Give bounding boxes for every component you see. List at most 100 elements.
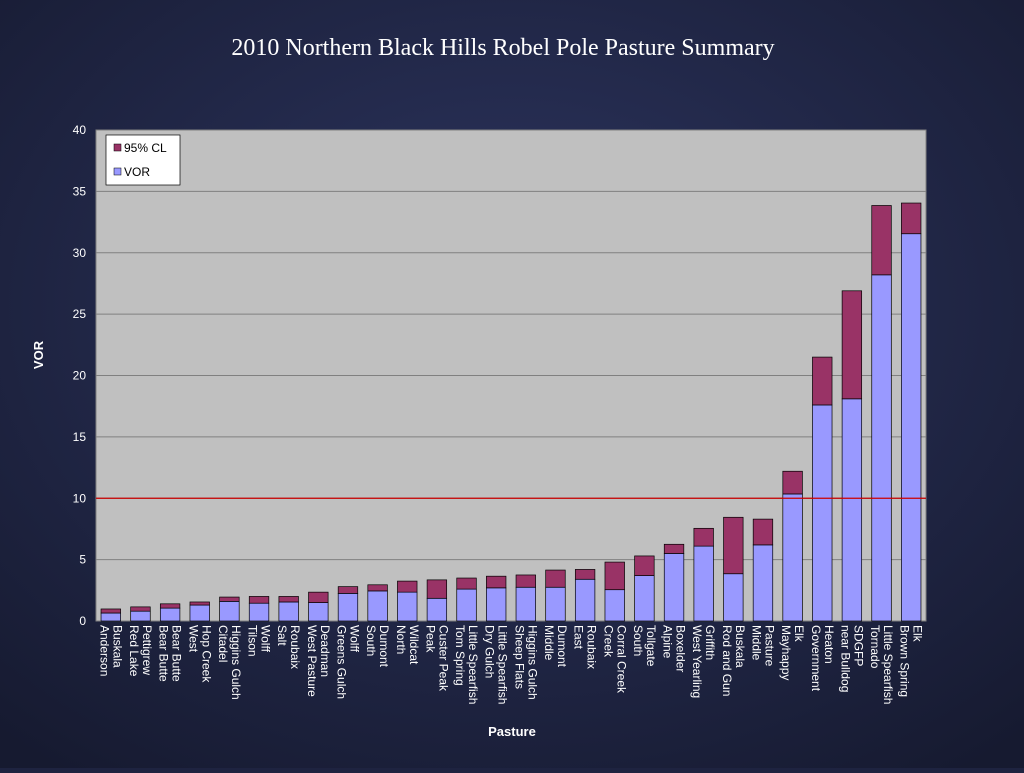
x-tick-line: Boxelder <box>674 625 688 672</box>
y-axis-label: VOR <box>31 340 46 369</box>
x-tick-line: Buskala <box>733 625 747 668</box>
x-tick-line: Pettigrew <box>140 625 154 675</box>
x-tick-line: Salt <box>275 625 289 646</box>
bar-segment <box>337 586 359 594</box>
bar-segment <box>871 274 892 622</box>
bar-segment <box>841 290 863 400</box>
x-tick-line: SDGFP <box>851 625 865 666</box>
x-tick-line: Higgins Gulch <box>229 625 243 700</box>
bar-segment <box>841 398 863 622</box>
x-tick-label: DumontMiddle <box>542 625 569 668</box>
bar-segment <box>574 569 596 580</box>
bar-segment <box>219 596 240 602</box>
bar-segment <box>189 601 210 606</box>
bar-segment <box>426 597 448 622</box>
bar-segment <box>278 596 299 603</box>
x-tick-label: DeadmanWest Pasture <box>305 625 332 697</box>
x-tick-label: Bear ButteBear Butte <box>157 625 184 682</box>
y-tick-label: 5 <box>79 553 86 567</box>
x-tick-line: Peak <box>423 625 437 653</box>
bar-segment <box>634 555 655 576</box>
x-tick-line: West Pasture <box>305 625 319 697</box>
bar-segment <box>367 584 388 592</box>
x-tick-line: Brown Spring <box>898 625 912 697</box>
x-tick-line: Anderson <box>97 625 111 676</box>
legend-label: VOR <box>124 165 150 179</box>
x-tick-line: Alpine <box>661 625 675 659</box>
bar-segment <box>782 470 803 495</box>
bar-segment <box>604 561 625 591</box>
x-tick-label: DumontSouth <box>364 625 391 668</box>
bar-segment <box>871 205 892 276</box>
bar-segment <box>130 606 151 612</box>
bar-segment <box>248 596 270 604</box>
bar-segment <box>456 577 477 590</box>
x-tick-line: Middle <box>542 625 556 661</box>
x-tick-line: Dumont <box>377 625 391 668</box>
x-tick-line: Greens Gulch <box>334 625 348 699</box>
x-tick-line: Heaton <box>822 625 836 664</box>
bar-segment <box>693 527 714 547</box>
x-tick-line: Tollgate <box>644 625 658 667</box>
x-tick-line: West Yearling <box>690 625 704 698</box>
y-tick-label: 25 <box>73 307 87 321</box>
bar-segment <box>456 588 477 622</box>
x-tick-line: North <box>394 625 408 654</box>
x-tick-label: ElkBrown Spring <box>898 625 925 697</box>
legend-swatch <box>113 167 122 176</box>
x-tick-label: Little SpearfishTom Spring <box>453 625 480 704</box>
x-tick-label: PettigrewRed Lake <box>127 625 154 677</box>
x-tick-line: Dumont <box>555 625 569 668</box>
chart-title: 2010 Northern Black Hills Robel Pole Pas… <box>231 35 774 61</box>
bar-segment <box>486 575 507 589</box>
bar-segment <box>901 233 922 622</box>
legend <box>105 134 181 186</box>
x-tick-line: Elk <box>911 625 925 643</box>
bar-segment <box>397 591 418 622</box>
y-tick-label: 15 <box>73 430 87 444</box>
bar-segment <box>752 518 774 546</box>
bar-segment <box>812 356 833 406</box>
x-tick-label: RoubaixEast <box>572 625 599 669</box>
bar-segment <box>545 586 566 622</box>
x-tick-label: ElkMayhappy <box>779 625 806 680</box>
x-tick-line: Red Lake <box>127 625 141 677</box>
bar-segment <box>515 574 536 588</box>
x-tick-line: Roubaix <box>585 625 599 669</box>
bar-segment <box>308 591 329 603</box>
x-tick-line: Bear Butte <box>170 625 184 682</box>
bar-segment <box>278 601 299 622</box>
y-tick-label: 40 <box>73 123 87 137</box>
bar-segment <box>130 610 151 622</box>
x-tick-line: Wolff <box>347 625 361 653</box>
x-tick-line: Roubaix <box>288 625 302 669</box>
x-tick-label: Higgins GulchCitadel <box>216 625 243 700</box>
x-tick-line: Higgins Gulch <box>525 625 539 700</box>
bar-segment <box>545 569 566 588</box>
x-tick-label: Higgins GulchSheep Flats <box>512 625 539 700</box>
y-tick-label: 10 <box>73 491 87 505</box>
y-tick-label: 30 <box>73 246 87 260</box>
x-tick-line: Mayhappy <box>779 625 793 680</box>
x-tick-line: Government <box>809 625 823 692</box>
x-tick-line: Bear Butte <box>157 625 171 682</box>
bar-segment <box>189 604 210 622</box>
x-tick-line: Dry Gulch <box>483 625 497 678</box>
bar-segment <box>693 545 714 622</box>
x-tick-label: WildcatNorth <box>394 625 421 665</box>
x-tick-label: Custer PeakPeak <box>423 625 450 692</box>
x-tick-line: Deadman <box>318 625 332 677</box>
x-tick-label: WolffTilson <box>246 625 273 657</box>
y-tick-label: 0 <box>79 614 86 628</box>
x-tick-line: Middle <box>749 625 763 661</box>
bar-segment <box>752 544 774 622</box>
x-tick-line: Rod and Gun <box>720 625 734 696</box>
bar-segment <box>634 575 655 622</box>
bar-segment <box>901 202 922 235</box>
x-axis-label: Pasture <box>488 724 536 739</box>
x-tick-line: Tornado <box>868 625 882 669</box>
x-tick-label: WolffGreens Gulch <box>334 625 361 699</box>
bar-segment <box>812 404 833 622</box>
bar-segment <box>397 580 418 593</box>
